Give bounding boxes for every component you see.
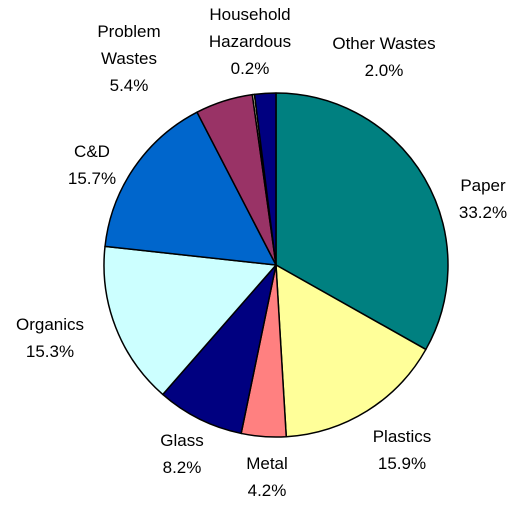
slice-label-text: Wastes <box>101 49 157 68</box>
slice-label-text: Metal <box>246 454 288 473</box>
slice-percent-text: 8.2% <box>163 458 202 477</box>
slice-percent-text: 15.9% <box>378 454 426 473</box>
slice-percent-text: 4.2% <box>248 481 287 500</box>
slice-label-text: Glass <box>160 431 203 450</box>
pie-slice-glass <box>162 264 277 435</box>
slice-percent-text: 2.0% <box>365 61 404 80</box>
slice-percent-text: 15.3% <box>26 342 74 361</box>
slice-label-text: Paper <box>460 176 506 195</box>
pie-slice-paper <box>275 92 449 351</box>
pie-slice-plastics <box>275 264 427 438</box>
slice-label-candd: C&D 15.7% <box>68 142 116 188</box>
slice-labels: Paper 33.2% Plastics 15.9% Metal 4.2% Glass 8.2… <box>16 5 507 500</box>
slice-label-other-wastes: Other Wastes 2.0% <box>332 34 435 80</box>
slice-percent-text: 0.2% <box>231 59 270 78</box>
pie-slices <box>103 92 449 438</box>
slice-label-text: Organics <box>16 315 84 334</box>
slice-label-household-hazardous: Household Hazardous 0.2% <box>209 5 291 78</box>
slice-label-text: Hazardous <box>209 32 291 51</box>
slice-percent-text: 33.2% <box>459 203 507 222</box>
slice-label-glass: Glass 8.2% <box>160 431 203 477</box>
pie-slice-other-wastes <box>253 92 277 266</box>
slice-label-plastics: Plastics 15.9% <box>373 427 432 473</box>
slice-label-problem-wastes: Problem Wastes 5.4% <box>97 22 160 95</box>
slice-label-metal: Metal 4.2% <box>246 454 288 500</box>
slice-percent-text: 15.7% <box>68 169 116 188</box>
slice-label-text: Problem <box>97 22 160 41</box>
slice-label-text: Other Wastes <box>332 34 435 53</box>
slice-percent-text: 5.4% <box>110 76 149 95</box>
slice-label-organics: Organics 15.3% <box>16 315 84 361</box>
pie-slice-candd <box>104 111 277 266</box>
slice-label-text: C&D <box>74 142 110 161</box>
slice-label-paper: Paper 33.2% <box>459 176 507 222</box>
slice-label-text: Household <box>209 5 290 24</box>
pie-slice-organics <box>103 245 277 396</box>
slice-label-text: Plastics <box>373 427 432 446</box>
